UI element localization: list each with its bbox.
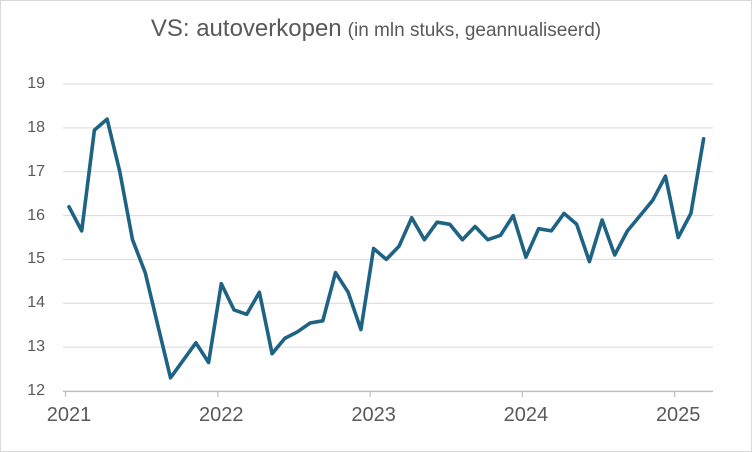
y-tick-label: 13 bbox=[27, 338, 45, 356]
x-tick-label: 2025 bbox=[655, 404, 701, 426]
x-tick-label: 2022 bbox=[199, 404, 244, 426]
y-tick-label: 18 bbox=[27, 118, 45, 136]
y-tick-label: 15 bbox=[27, 250, 45, 268]
x-tick-label: 2024 bbox=[503, 404, 549, 426]
y-tick-label: 14 bbox=[27, 294, 45, 312]
y-tick-label: 17 bbox=[27, 162, 45, 180]
chart-title: VS: autoverkopen (in mln stuks, geannuali… bbox=[1, 15, 751, 43]
y-tick-label: 19 bbox=[27, 75, 45, 92]
y-tick-label: 16 bbox=[27, 206, 45, 224]
y-tick-label: 12 bbox=[27, 382, 45, 399]
chart-title-main: VS: autoverkopen bbox=[150, 15, 342, 42]
chart-title-sub: (in mln stuks, geannualiseerd) bbox=[347, 20, 602, 41]
sales-line bbox=[67, 117, 706, 380]
x-tick-label: 2021 bbox=[46, 404, 92, 426]
x-tick-label: 2023 bbox=[351, 404, 396, 426]
